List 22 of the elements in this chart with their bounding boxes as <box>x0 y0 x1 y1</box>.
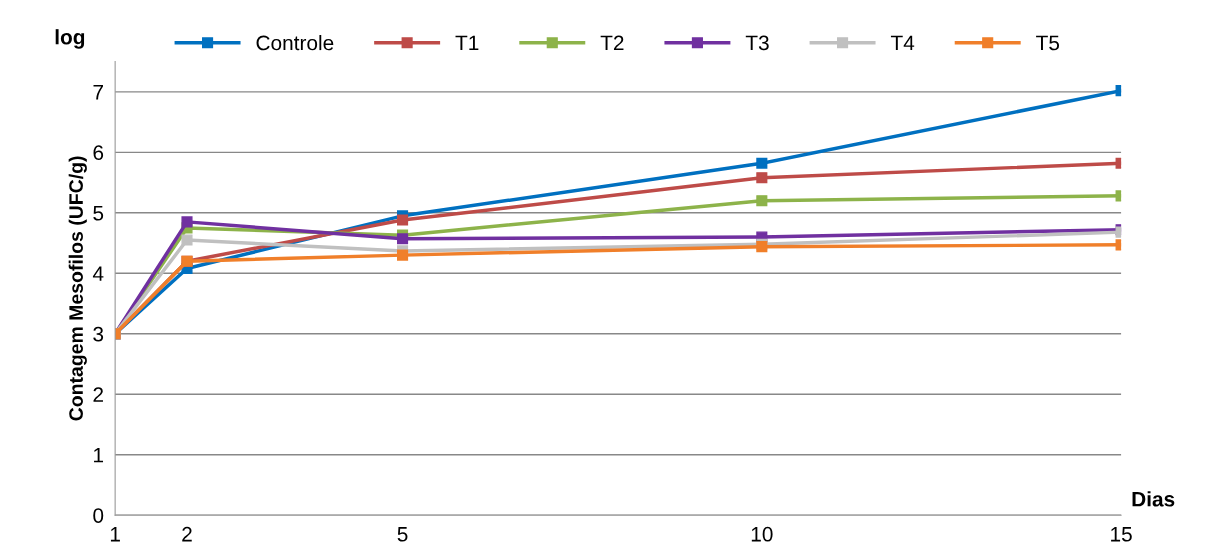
legend-label: T1 <box>455 35 479 51</box>
x-tick-label: 1 <box>110 527 120 542</box>
legend-label: T2 <box>600 35 624 51</box>
x-tick-label: 5 <box>397 527 408 542</box>
x-tick-label: 2 <box>182 526 192 542</box>
y-tick-label: 3 <box>93 326 104 342</box>
y-tick-label: 6 <box>93 145 104 161</box>
y-axis-title: Contagem Mesofilos (UFC/g) <box>68 156 87 421</box>
y-tick-label: 2 <box>93 387 103 402</box>
x-tick-label: 10 <box>751 526 773 542</box>
y-tick-label: 7 <box>93 85 103 100</box>
legend-label: Controle <box>256 34 334 51</box>
y-tick-label: 1 <box>94 447 104 463</box>
legend-label: T4 <box>890 35 915 51</box>
x-axis-title: Dias <box>1132 491 1175 507</box>
x-tick-label: 15 <box>1111 527 1132 542</box>
legend-label: T3 <box>745 35 769 51</box>
y-tick-label: 4 <box>92 266 104 281</box>
legend-label: T5 <box>1036 35 1060 51</box>
text: log <box>55 29 85 49</box>
y-tick-label: 0 <box>93 508 104 523</box>
y-tick-label: 5 <box>93 206 104 221</box>
